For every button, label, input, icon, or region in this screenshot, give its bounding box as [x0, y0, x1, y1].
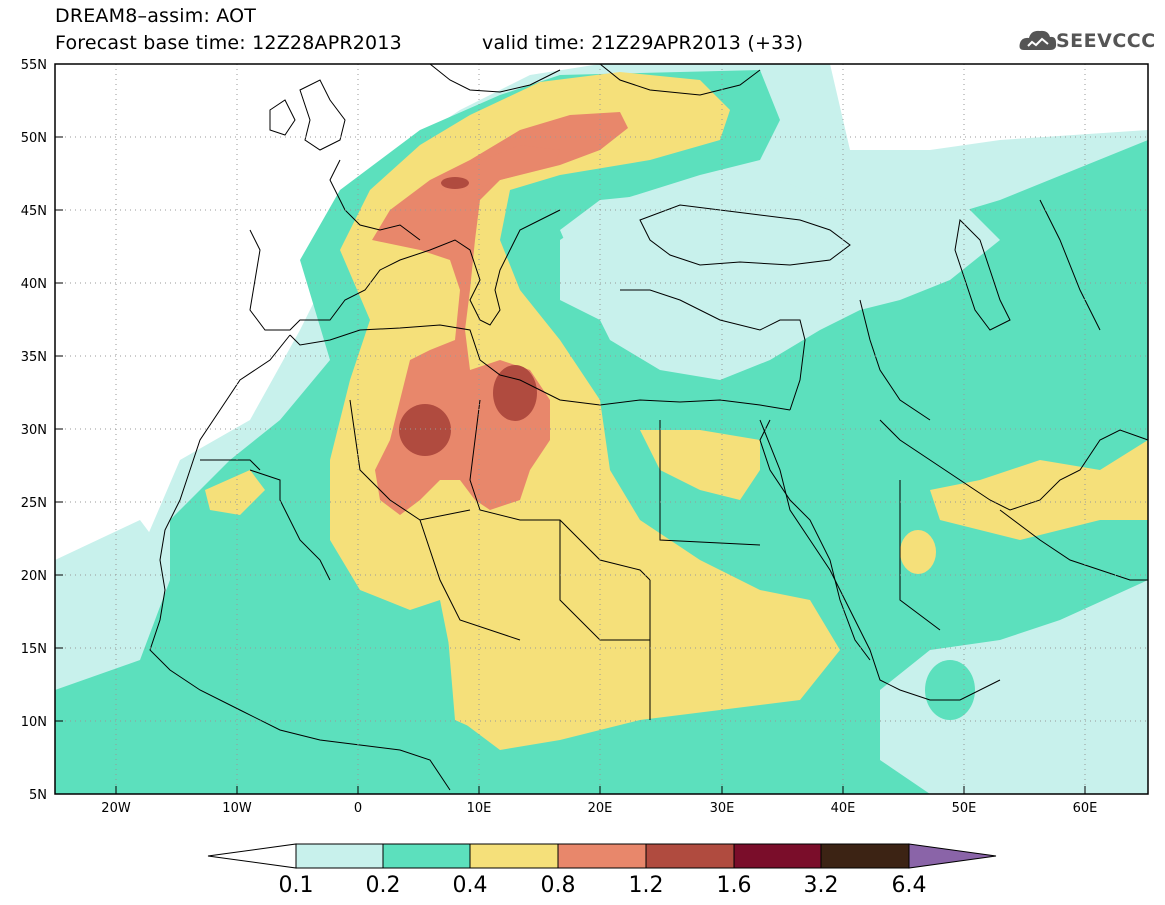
- colorbar-swatch-6: [820, 843, 910, 869]
- colorbar-label-4: 1.2: [628, 873, 664, 898]
- lat-label-20n: 20N: [21, 569, 47, 584]
- colorbar-label-2: 0.4: [452, 873, 488, 898]
- lat-label-30n: 30N: [21, 423, 47, 438]
- lon-label-0: 0: [354, 801, 362, 816]
- lon-label-20e: 20E: [588, 801, 613, 816]
- lat-label-25n: 25N: [21, 496, 47, 511]
- lat-label-40n: 40N: [21, 277, 47, 292]
- lon-label-10w: 10W: [222, 801, 252, 816]
- forecast-base-time: Forecast base time: 12Z28APR2013: [55, 32, 402, 54]
- colorbar-swatch-above: [908, 843, 997, 869]
- colorbar-swatch-below: [207, 843, 297, 869]
- lon-label-10e: 10E: [467, 801, 492, 816]
- colorbar-label-6: 3.2: [803, 873, 839, 898]
- valid-time: valid time: 21Z29APR2013 (+33): [482, 32, 804, 54]
- colorbar-label-0: 0.1: [278, 873, 314, 898]
- gridlines: [55, 64, 1148, 794]
- lat-label-5n: 5N: [29, 788, 47, 803]
- colorbar-swatch-3: [557, 843, 647, 869]
- axis-ticks: [55, 136, 1086, 794]
- colorbar-label-7: 6.4: [891, 873, 927, 898]
- lon-label-60e: 60E: [1073, 801, 1098, 816]
- map-title: DREAM8–assim: AOT: [55, 5, 257, 27]
- lon-label-30e: 30E: [710, 801, 735, 816]
- lat-label-45n: 45N: [21, 204, 47, 219]
- colorbar-swatch-1: [382, 843, 471, 869]
- lon-label-40e: 40E: [831, 801, 856, 816]
- colorbar: [207, 843, 997, 869]
- colorbar-label-3: 0.8: [540, 873, 576, 898]
- lon-label-20w: 20W: [101, 801, 131, 816]
- lat-label-15n: 15N: [21, 642, 47, 657]
- aot-contours: [55, 64, 1148, 794]
- logo-text: SEEVCCC: [1056, 30, 1156, 52]
- colorbar-label-1: 0.2: [365, 873, 401, 898]
- colorbar-swatch-4: [645, 843, 735, 869]
- cloud-logo-icon: [1019, 30, 1057, 50]
- lat-label-10n: 10N: [21, 715, 47, 730]
- colorbar-swatch-0: [295, 843, 384, 869]
- lat-label-50n: 50N: [21, 131, 47, 146]
- lon-label-50e: 50E: [952, 801, 977, 816]
- lat-label-55n: 55N: [21, 58, 47, 73]
- coastlines: [149, 64, 1148, 791]
- colorbar-swatch-5: [733, 843, 822, 869]
- lat-label-35n: 35N: [21, 350, 47, 365]
- colorbar-swatch-2: [469, 843, 559, 869]
- colorbar-label-5: 1.6: [716, 873, 752, 898]
